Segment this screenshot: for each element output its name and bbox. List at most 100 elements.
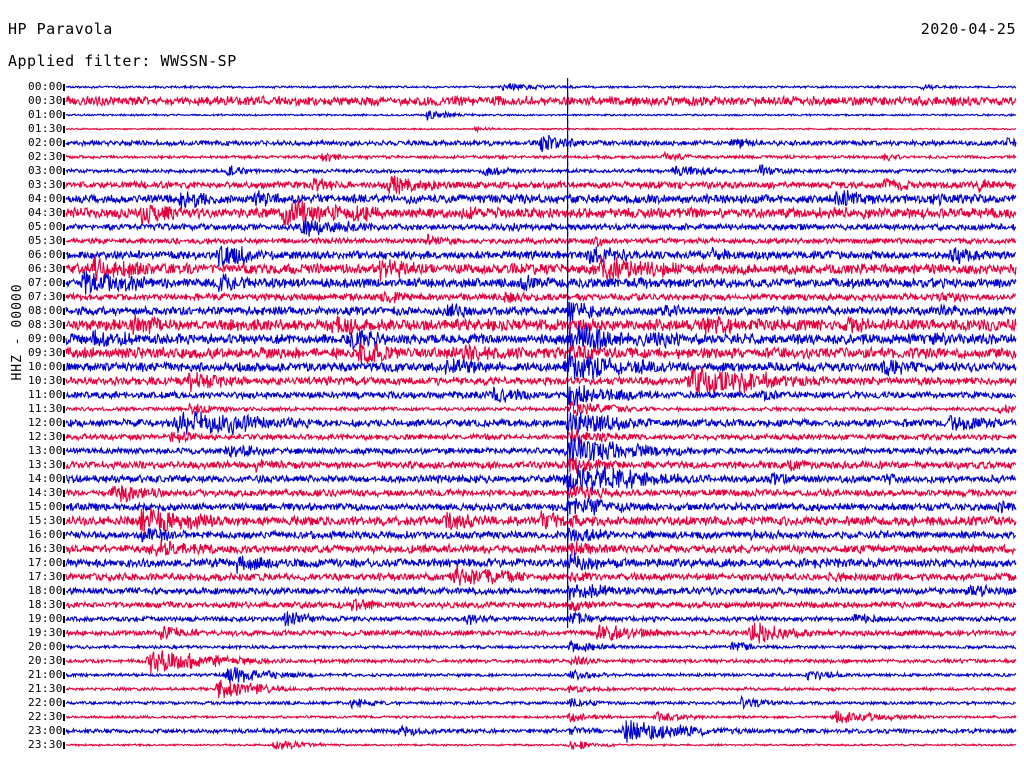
helicorder-row: 02:00 xyxy=(0,134,1024,153)
seismic-trace xyxy=(65,484,1017,503)
helicorder-row: 19:00 xyxy=(0,610,1024,628)
row-tick-mark xyxy=(63,742,65,749)
helicorder-row: 13:30 xyxy=(0,456,1024,474)
seismic-trace xyxy=(65,342,1017,364)
seismic-trace xyxy=(65,255,1017,282)
row-tick-mark xyxy=(63,546,65,553)
helicorder-row: 14:30 xyxy=(0,484,1024,503)
row-time-label: 03:00 xyxy=(28,164,63,177)
seismic-trace xyxy=(65,666,1017,683)
row-time-label: 00:30 xyxy=(28,94,63,107)
row-time-label: 10:00 xyxy=(28,360,63,373)
row-time-label: 12:30 xyxy=(28,430,63,443)
seismic-trace xyxy=(65,564,1017,586)
page-title: HP Paravola xyxy=(8,20,113,38)
seismic-trace xyxy=(65,324,1017,350)
helicorder-row: 14:00 xyxy=(0,465,1024,493)
helicorder-row: 09:30 xyxy=(0,342,1024,364)
helicorder-row: 23:00 xyxy=(0,720,1024,743)
row-tick-mark xyxy=(63,266,65,273)
helicorder-row: 05:00 xyxy=(0,217,1024,237)
seismic-trace xyxy=(65,92,1017,110)
row-time-label: 11:30 xyxy=(28,402,63,415)
row-tick-mark xyxy=(63,84,65,91)
helicorder-row: 04:00 xyxy=(0,190,1024,210)
row-time-label: 18:00 xyxy=(28,584,63,597)
helicorder-row: 08:30 xyxy=(0,314,1024,336)
row-time-label: 14:00 xyxy=(28,472,63,485)
helicorder-row: 18:30 xyxy=(0,596,1024,614)
row-tick-mark xyxy=(63,280,65,287)
seismic-trace xyxy=(65,582,1017,601)
seismic-trace xyxy=(65,245,1017,267)
row-time-label: 13:00 xyxy=(28,444,63,457)
row-time-label: 22:30 xyxy=(28,710,63,723)
row-time-label: 20:30 xyxy=(28,654,63,667)
row-tick-mark xyxy=(63,658,65,665)
row-tick-mark xyxy=(63,672,65,679)
row-time-label: 15:30 xyxy=(28,514,63,527)
seismic-trace xyxy=(65,400,1017,418)
row-time-label: 09:30 xyxy=(28,346,63,359)
seismic-trace xyxy=(65,552,1017,574)
helicorder-row: 07:00 xyxy=(0,271,1024,295)
helicorder-row: 19:30 xyxy=(0,622,1024,644)
row-time-label: 23:30 xyxy=(28,738,63,751)
row-tick-mark xyxy=(63,168,65,175)
helicorder-row: 08:00 xyxy=(0,301,1024,323)
row-tick-mark xyxy=(63,448,65,455)
row-time-label: 02:30 xyxy=(28,150,63,163)
seismic-trace xyxy=(65,720,1017,743)
row-tick-mark xyxy=(63,602,65,609)
row-time-label: 13:30 xyxy=(28,458,63,471)
helicorder-row: 18:00 xyxy=(0,582,1024,601)
seismic-trace xyxy=(65,288,1017,306)
row-tick-mark xyxy=(63,112,65,119)
row-time-label: 06:30 xyxy=(28,262,63,275)
row-tick-mark xyxy=(63,532,65,539)
seismic-trace xyxy=(65,622,1017,644)
helicorder-row: 15:30 xyxy=(0,507,1024,535)
helicorder-row: 11:00 xyxy=(0,385,1024,409)
helicorder-row: 03:00 xyxy=(0,162,1024,180)
row-tick-mark xyxy=(63,140,65,147)
row-time-label: 09:00 xyxy=(28,332,63,345)
row-tick-mark xyxy=(63,350,65,357)
row-time-label: 05:00 xyxy=(28,220,63,233)
helicorder-row: 05:30 xyxy=(0,232,1024,250)
helicorder-row: 17:30 xyxy=(0,564,1024,586)
row-tick-mark xyxy=(63,504,65,511)
helicorder-row: 16:30 xyxy=(0,540,1024,558)
row-time-label: 16:00 xyxy=(28,528,63,541)
seismic-trace xyxy=(65,271,1017,295)
seismic-trace xyxy=(65,596,1017,614)
helicorder-row: 12:00 xyxy=(0,410,1024,436)
row-time-label: 01:30 xyxy=(28,122,63,135)
helicorder-row: 12:30 xyxy=(0,427,1024,446)
row-time-label: 15:00 xyxy=(28,500,63,513)
applied-filter-label: Applied filter: WWSSN-SP xyxy=(8,52,237,70)
row-time-label: 12:00 xyxy=(28,416,63,429)
row-time-label: 08:00 xyxy=(28,304,63,317)
helicorder-row: 04:30 xyxy=(0,200,1024,226)
helicorder-row: 06:00 xyxy=(0,245,1024,267)
row-tick-mark xyxy=(63,686,65,693)
seismic-trace xyxy=(65,738,1017,752)
row-tick-mark xyxy=(63,322,65,329)
seismic-trace xyxy=(65,120,1017,138)
date-label: 2020-04-25 xyxy=(920,20,1016,38)
row-tick-mark xyxy=(63,714,65,721)
helicorder-row: 13:00 xyxy=(0,437,1024,462)
row-time-label: 01:00 xyxy=(28,108,63,121)
seismic-trace xyxy=(65,175,1017,195)
row-tick-mark xyxy=(63,252,65,259)
row-tick-mark xyxy=(63,126,65,133)
seismic-trace xyxy=(65,437,1017,462)
row-tick-mark xyxy=(63,560,65,567)
row-tick-mark xyxy=(63,196,65,203)
row-tick-mark xyxy=(63,406,65,413)
row-time-label: 19:00 xyxy=(28,612,63,625)
helicorder-row: 00:30 xyxy=(0,92,1024,110)
seismic-trace xyxy=(65,190,1017,210)
helicorder-row: 20:30 xyxy=(0,650,1024,674)
